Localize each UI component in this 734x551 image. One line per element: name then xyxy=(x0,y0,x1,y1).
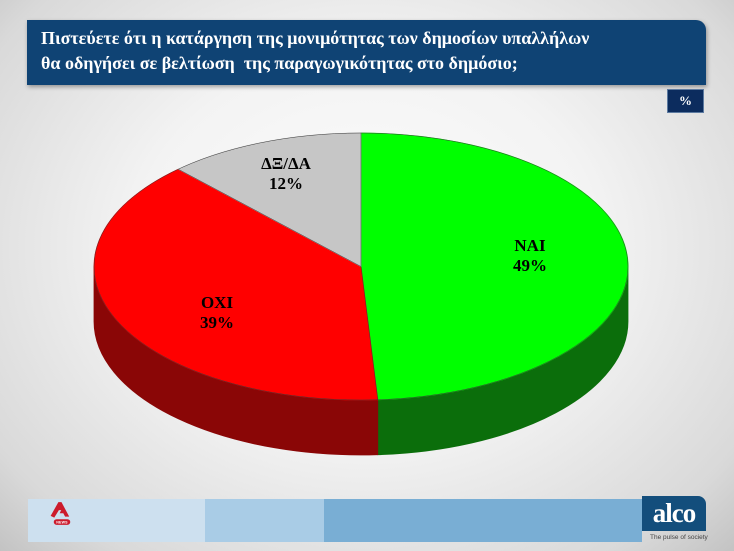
svg-text:NEWS: NEWS xyxy=(56,521,68,525)
